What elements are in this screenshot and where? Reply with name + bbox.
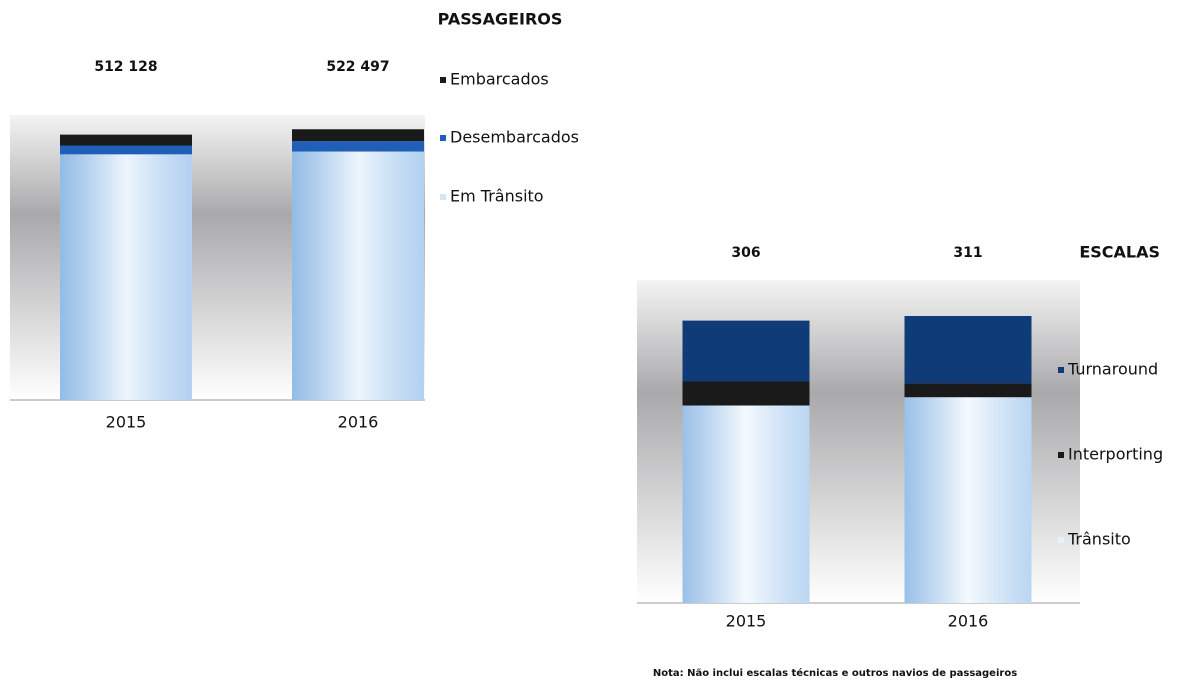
legend-label: Interporting — [1068, 445, 1163, 464]
legend-label: Desembarcados — [450, 128, 579, 147]
bar-segment — [292, 129, 424, 142]
legend-swatch — [1058, 367, 1064, 373]
legend-label: Turnaround — [1067, 360, 1158, 379]
bar-segment — [60, 134, 192, 146]
bar-segment — [60, 145, 192, 155]
bar-shine — [682, 405, 810, 603]
legend-swatch — [1058, 452, 1064, 458]
chart-title: PASSAGEIROS — [438, 10, 563, 29]
total-label: 522 497 — [326, 59, 389, 75]
note: Nota: Não inclui escalas técnicas e outr… — [653, 667, 1017, 679]
bar-segment — [904, 315, 1032, 384]
legend-label: Em Trânsito — [450, 187, 544, 206]
bar-shine — [904, 397, 1032, 603]
x-tick-label: 2016 — [948, 612, 989, 631]
total-label: 512 128 — [94, 59, 157, 75]
bar-shine — [60, 154, 192, 400]
legend-label: Trânsito — [1067, 530, 1131, 549]
x-tick-label: 2015 — [106, 413, 147, 432]
bar-segment — [682, 320, 810, 382]
bar-segment — [682, 381, 810, 406]
legend-swatch — [440, 194, 446, 200]
bar-segment — [292, 141, 424, 152]
bar-shine — [292, 151, 424, 400]
legend-swatch — [1058, 537, 1064, 543]
x-tick-label: 2016 — [338, 413, 379, 432]
legend-swatch — [440, 135, 446, 141]
bar-segment — [904, 383, 1032, 398]
total-label: 306 — [731, 245, 760, 261]
chart-title: ESCALAS — [1079, 243, 1160, 262]
x-tick-label: 2015 — [726, 612, 767, 631]
legend-label: Embarcados — [450, 70, 549, 89]
legend-swatch — [440, 77, 446, 83]
total-label: 311 — [953, 245, 982, 261]
